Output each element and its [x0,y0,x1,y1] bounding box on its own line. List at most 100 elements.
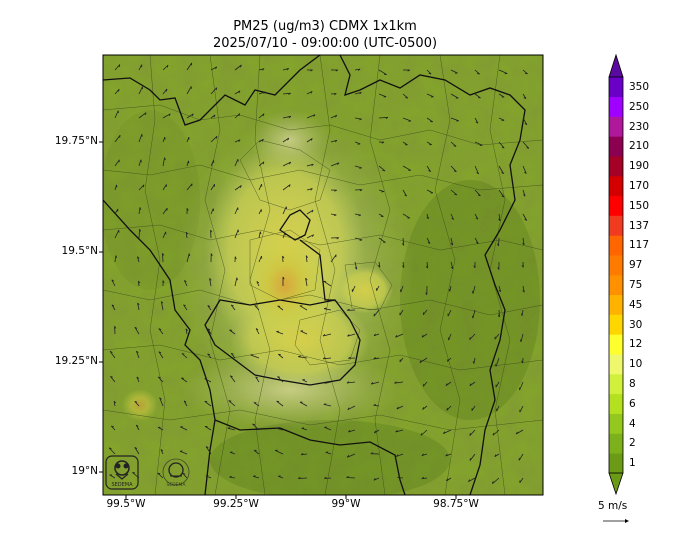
wind-arrow [426,237,431,244]
wind-arrow [347,405,356,411]
wind-arrow-head [259,231,262,235]
wind-arrow [378,261,381,268]
wind-arrow-head [359,167,362,169]
x-tick-98-75: 98.75°W [433,498,479,510]
wind-arrow-head [310,188,313,191]
wind-arrow [426,165,431,172]
wind-arrow [522,141,530,149]
wind-arrow-head [522,242,525,246]
wind-arrow-head [520,339,522,342]
wind-arrow [137,256,140,263]
wind-arrow [110,376,116,383]
colorbar-label: 250 [629,100,650,113]
colorbar-top-extend [608,53,624,78]
wind-arrow [474,69,480,75]
wind-arrow [282,137,290,143]
wind-arrow-head [229,475,232,478]
wind-arrow-head [445,453,448,457]
wind-arrow-head [139,207,142,210]
wind-arrow-head [497,267,500,270]
wind-arrow [520,333,524,342]
wind-arrow [402,189,407,197]
wind-arrow-head [524,171,527,174]
wind-arrow [498,213,501,221]
wind-arrow-head [497,314,500,318]
wind-arrow-head [277,376,281,378]
wind-arrow [378,165,386,172]
wind-arrow-head [359,91,362,95]
wind-arrow [522,93,527,99]
colorbar-segment [609,433,623,454]
wind-arrow-head [370,382,374,385]
colorbar-label: 1 [629,457,636,470]
wind-arrow [450,69,458,74]
wind-arrow [420,429,428,436]
wind-arrow-head [334,189,337,192]
wind-arrow [330,139,338,143]
pm-region-east [337,266,393,314]
wind-arrow-head [166,64,169,68]
wind-arrow [109,351,116,359]
wind-arrow-head [469,383,472,386]
wind-arrow [158,351,164,359]
wind-arrow-head [442,431,446,434]
wind-arrow-head [134,447,138,449]
wind-arrow [179,450,188,455]
wind-arrow-head [142,184,145,188]
wind-arrow [186,62,193,71]
wind-arrow [160,449,164,455]
wind-arrow-head [160,301,164,304]
wind-arrow-head [425,265,429,269]
colorbar-label: 350 [629,80,650,93]
wind-arrow [522,69,528,75]
wind-arrow [306,114,316,119]
wind-arrow [305,255,308,263]
wind-arrow [205,446,212,455]
wind-arrow-head [282,255,285,259]
wind-arrow-head [521,360,524,364]
wind-arrow [204,426,212,431]
wind-arrow-head [346,476,349,478]
wind-arrow-head [136,376,140,379]
wind-arrow [306,188,313,191]
wind-arrow [354,261,358,270]
wind-arrow-head [450,242,453,246]
wind-arrow-head [276,427,279,429]
wind-arrow-head [334,140,338,143]
wind-arrow [373,357,380,360]
colorbar-segment [609,453,623,474]
wind-arrow [473,357,476,364]
wind-arrow [114,255,117,263]
wind-arrow-head [263,91,266,94]
wind-arrow [495,357,500,367]
x-tick-99: 99°W [331,498,361,510]
wind-arrow [498,285,502,292]
wind-arrow [162,113,171,119]
wind-arrow-head [348,429,351,433]
wind-arrow [422,405,428,410]
logo2-text: SEDEMA [167,482,187,488]
wind-arrow [426,213,429,220]
wind-arrow-head [191,113,194,117]
wind-arrow [324,308,332,311]
wind-arrow [522,285,525,293]
wind-arrow [330,162,340,167]
wind-arrow [205,475,212,479]
wind-arrow-head [471,315,474,319]
wind-arrow-head [521,264,524,268]
colorbar-label: 97 [629,259,643,272]
wind-arrow-head [394,381,397,384]
wind-arrow [378,93,387,98]
wind-arrow [258,138,264,143]
wind-arrow [522,237,525,246]
wind-arrow [157,426,164,431]
wind-arrow-head [498,289,501,292]
map-subtitle: 2025/07/10 - 09:00:00 (UTC-0500) [212,36,438,51]
wind-arrow-head [215,136,218,139]
wind-arrow-head [359,239,363,241]
wind-arrow-head [262,68,265,71]
wind-arrow-head [401,265,405,268]
wind-arrow [234,64,242,71]
wind-arrow [450,237,454,246]
